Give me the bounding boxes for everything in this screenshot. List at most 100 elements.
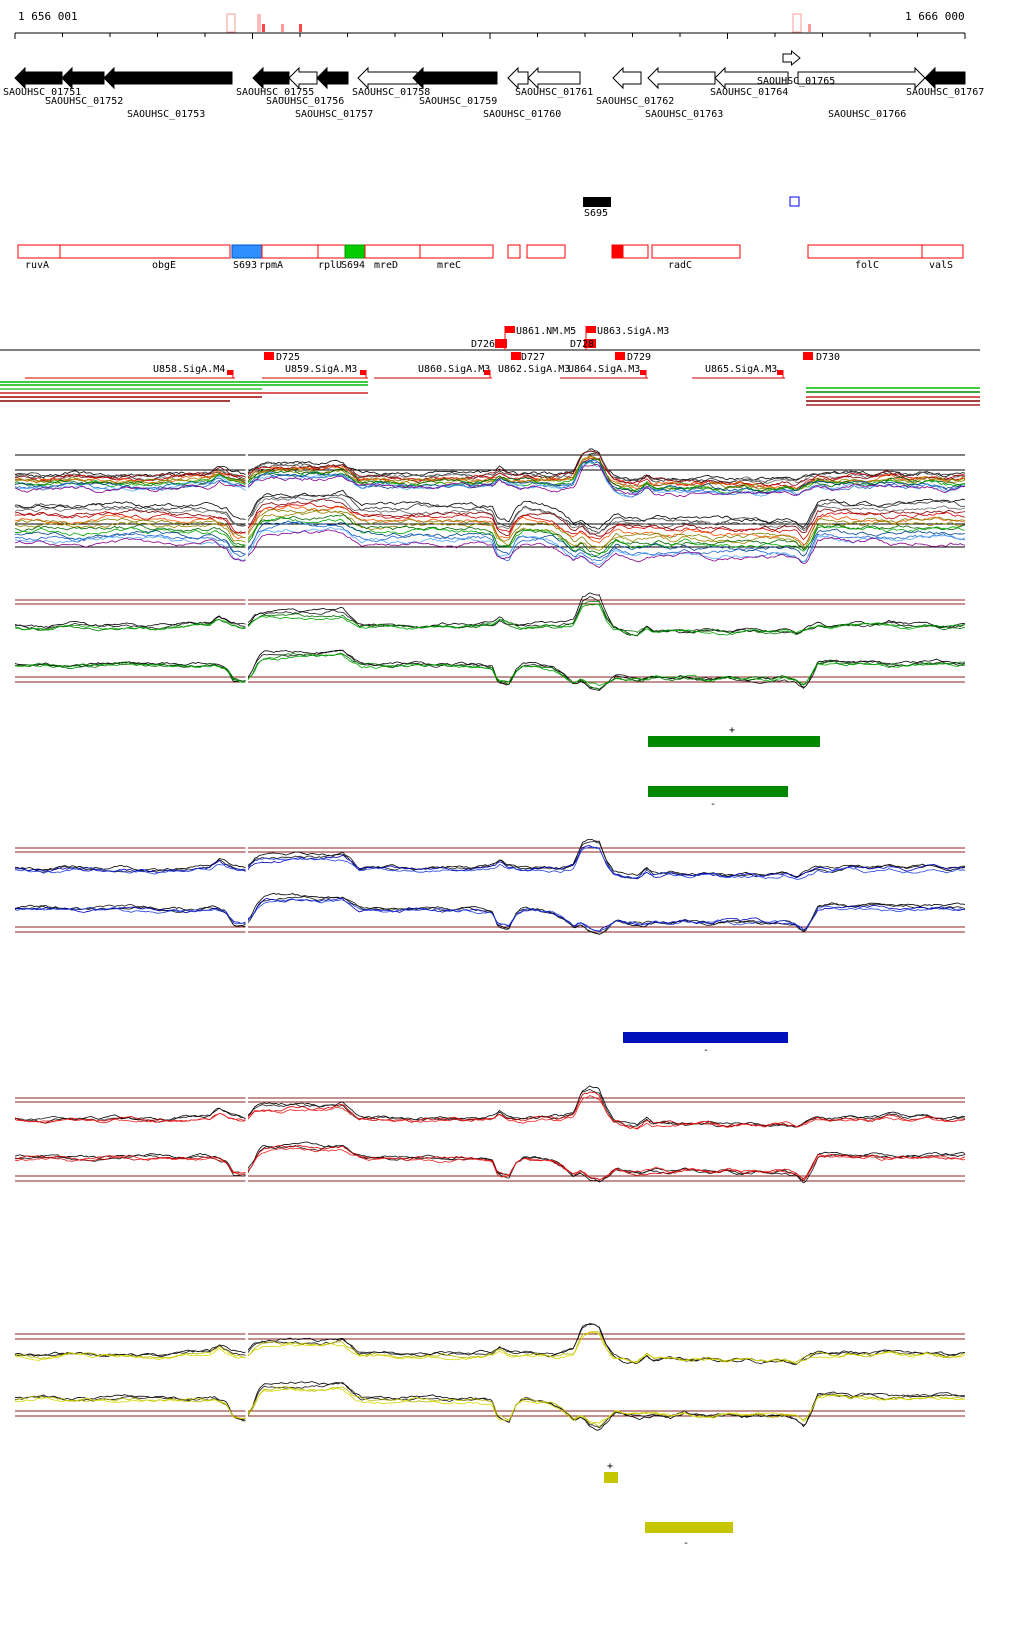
- cds-box[interactable]: [622, 244, 649, 259]
- blue-minus-bar-label: -: [703, 1045, 709, 1056]
- cds-box[interactable]: [526, 244, 566, 259]
- cds-box[interactable]: [921, 244, 964, 259]
- yellow-minus-bar[interactable]: [645, 1522, 733, 1533]
- gene-arrow-SAOUHSC_01761[interactable]: [507, 66, 529, 90]
- tss-extent-flag: [227, 370, 233, 375]
- signal-curve: [14, 1095, 966, 1130]
- signal-curve: [14, 1382, 966, 1429]
- signal-curve: [14, 1387, 966, 1424]
- signal-curve: [14, 496, 966, 535]
- green-plus-bar-label: +: [729, 725, 735, 736]
- terminator-box[interactable]: [495, 339, 507, 348]
- cds-label: S694: [341, 260, 365, 271]
- signal-curve: [14, 1147, 966, 1181]
- terminator-box[interactable]: [264, 352, 274, 360]
- ruler-variant-mark: [262, 24, 265, 32]
- signal-curve: [14, 494, 966, 534]
- gene-arrow-SAOUHSC_01752[interactable]: [61, 66, 105, 90]
- terminator-box[interactable]: [615, 352, 625, 360]
- tss-unit-label: U860.SigA.M3: [418, 364, 490, 375]
- cds-box[interactable]: [17, 244, 61, 259]
- coverage-gap: [245, 596, 248, 705]
- gene-label: SAOUHSC_01766: [828, 109, 906, 120]
- gene-label: SAOUHSC_01758: [352, 87, 430, 98]
- ruler-variant-mark: [226, 13, 236, 33]
- gene-arrow-SAOUHSC_01762[interactable]: [612, 66, 642, 90]
- yellow-minus-bar-label: -: [683, 1538, 689, 1549]
- gene-arrow-SAOUHSC_01763[interactable]: [647, 66, 716, 90]
- gene-label: SAOUHSC_01753: [127, 109, 205, 120]
- signal-curve: [14, 1381, 966, 1431]
- gene-arrow-SAOUHSC_01758[interactable]: [357, 66, 418, 90]
- gene-label: SAOUHSC_01765: [757, 76, 835, 87]
- blue-minus-bar[interactable]: [623, 1032, 788, 1043]
- cds-box[interactable]: [807, 244, 923, 259]
- cds-label: rpmA: [259, 260, 283, 271]
- gene-arrow-SAOUHSC_01767[interactable]: [924, 66, 966, 90]
- cds-box[interactable]: [317, 244, 346, 259]
- gene-arrow-SAOUHSC_01759[interactable]: [412, 66, 498, 90]
- terminator-box[interactable]: [511, 352, 521, 360]
- probe-label: S695: [584, 208, 608, 219]
- blue-marker-box[interactable]: [789, 196, 800, 207]
- signal-curve: [14, 1385, 966, 1428]
- signal-curve: [14, 520, 966, 559]
- terminator-box[interactable]: [584, 339, 596, 348]
- gene-arrow-SAOUHSC_01765[interactable]: [782, 49, 801, 67]
- signal-curve: [14, 839, 966, 877]
- signal-curve: [14, 649, 966, 691]
- cds-label: rplU: [318, 260, 342, 271]
- gene-arrow-SAOUHSC_01751[interactable]: [14, 66, 63, 90]
- green-minus-bar[interactable]: [648, 786, 788, 797]
- gene-arrow-SAOUHSC_01755[interactable]: [252, 66, 290, 90]
- signal-curve: [14, 649, 966, 691]
- tss-extent-flag: [777, 370, 783, 375]
- tss-unit-label: U859.SigA.M3: [285, 364, 357, 375]
- cds-box[interactable]: [364, 244, 421, 259]
- tss-flag[interactable]: [586, 326, 596, 333]
- gene-arrow-SAOUHSC_01760[interactable]: [527, 66, 581, 90]
- cds-box[interactable]: [419, 244, 494, 259]
- gene-label: SAOUHSC_01751: [3, 87, 81, 98]
- probe-box[interactable]: [583, 197, 611, 207]
- cds-label: valS: [929, 260, 953, 271]
- coverage-gap: [245, 843, 248, 955]
- cds-box[interactable]: [59, 244, 231, 259]
- cds-box[interactable]: [651, 244, 741, 259]
- gene-arrow-SAOUHSC_01757[interactable]: [316, 66, 349, 90]
- terminator-label: D727: [521, 352, 545, 363]
- terminator-label: D726: [471, 339, 495, 350]
- gene-label: SAOUHSC_01761: [515, 87, 593, 98]
- green-plus-bar[interactable]: [648, 736, 820, 747]
- gene-arrow-SAOUHSC_01766[interactable]: [797, 66, 926, 90]
- signal-curve: [14, 1085, 966, 1128]
- gene-arrow-SAOUHSC_01753[interactable]: [103, 66, 233, 90]
- terminator-box[interactable]: [803, 352, 813, 360]
- signal-curve: [14, 457, 966, 490]
- cds-label: obgE: [152, 260, 176, 271]
- ruler-variant-mark: [808, 24, 811, 32]
- gene-label: SAOUHSC_01756: [266, 96, 344, 107]
- terminator-label: D730: [816, 352, 840, 363]
- yellow-plus-bar[interactable]: [604, 1472, 618, 1483]
- cds-box[interactable]: [344, 244, 366, 259]
- signal-curve: [14, 510, 966, 551]
- tss-extent-flag: [360, 370, 366, 375]
- gene-label: SAOUHSC_01760: [483, 109, 561, 120]
- signal-curve: [14, 1145, 966, 1184]
- cds-box[interactable]: [507, 244, 521, 259]
- gene-arrow-SAOUHSC_01756[interactable]: [288, 66, 318, 90]
- tss-unit-label: U858.SigA.M4: [153, 364, 225, 375]
- gene-label: SAOUHSC_01752: [45, 96, 123, 107]
- tss-flag[interactable]: [505, 326, 515, 333]
- signal-curve: [14, 526, 966, 566]
- gene-label: SAOUHSC_01763: [645, 109, 723, 120]
- gene-arrow-SAOUHSC_01764[interactable]: [714, 66, 789, 90]
- cds-box[interactable]: [261, 244, 319, 259]
- cds-label: mreC: [437, 260, 461, 271]
- cds-box[interactable]: [611, 244, 624, 259]
- cds-box[interactable]: [231, 244, 263, 259]
- signal-curve: [14, 600, 966, 636]
- terminator-label: D729: [627, 352, 651, 363]
